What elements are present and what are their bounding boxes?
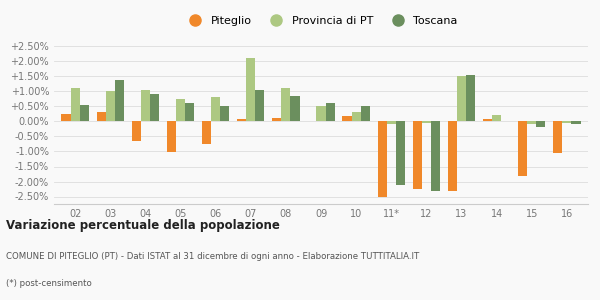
Bar bbox=[71, 88, 80, 122]
Bar bbox=[562, 122, 571, 123]
Bar bbox=[518, 122, 527, 176]
Bar bbox=[448, 122, 457, 190]
Bar bbox=[176, 99, 185, 122]
Bar bbox=[527, 122, 536, 124]
Bar bbox=[457, 76, 466, 122]
Bar bbox=[61, 114, 71, 122]
Bar bbox=[141, 90, 150, 122]
Bar bbox=[246, 58, 256, 122]
Bar bbox=[272, 118, 281, 122]
Bar bbox=[237, 119, 246, 122]
Text: COMUNE DI PITEGLIO (PT) - Dati ISTAT al 31 dicembre di ogni anno - Elaborazione : COMUNE DI PITEGLIO (PT) - Dati ISTAT al … bbox=[6, 252, 419, 261]
Bar bbox=[492, 115, 501, 122]
Bar bbox=[431, 122, 440, 190]
Bar bbox=[396, 122, 405, 185]
Bar bbox=[343, 116, 352, 122]
Bar bbox=[131, 122, 141, 141]
Bar bbox=[202, 122, 211, 144]
Bar bbox=[483, 119, 492, 122]
Bar bbox=[326, 103, 335, 122]
Text: Variazione percentuale della popolazione: Variazione percentuale della popolazione bbox=[6, 219, 280, 232]
Bar bbox=[361, 106, 370, 122]
Bar bbox=[413, 122, 422, 189]
Bar bbox=[106, 92, 115, 122]
Bar bbox=[185, 103, 194, 122]
Bar bbox=[281, 88, 290, 122]
Bar bbox=[167, 122, 176, 152]
Bar bbox=[220, 106, 229, 122]
Bar bbox=[377, 122, 386, 196]
Bar bbox=[386, 122, 396, 124]
Bar bbox=[422, 122, 431, 123]
Bar bbox=[316, 106, 326, 122]
Legend: Piteglio, Provincia di PT, Toscana: Piteglio, Provincia di PT, Toscana bbox=[180, 12, 462, 30]
Bar bbox=[553, 122, 562, 153]
Bar bbox=[466, 75, 475, 122]
Bar bbox=[115, 80, 124, 122]
Bar bbox=[352, 112, 361, 122]
Bar bbox=[571, 122, 581, 124]
Bar bbox=[536, 122, 545, 128]
Bar bbox=[256, 90, 265, 122]
Bar bbox=[211, 98, 220, 122]
Text: (*) post-censimento: (*) post-censimento bbox=[6, 279, 92, 288]
Bar bbox=[150, 94, 159, 122]
Bar bbox=[290, 96, 299, 122]
Bar bbox=[97, 112, 106, 122]
Bar bbox=[80, 105, 89, 122]
